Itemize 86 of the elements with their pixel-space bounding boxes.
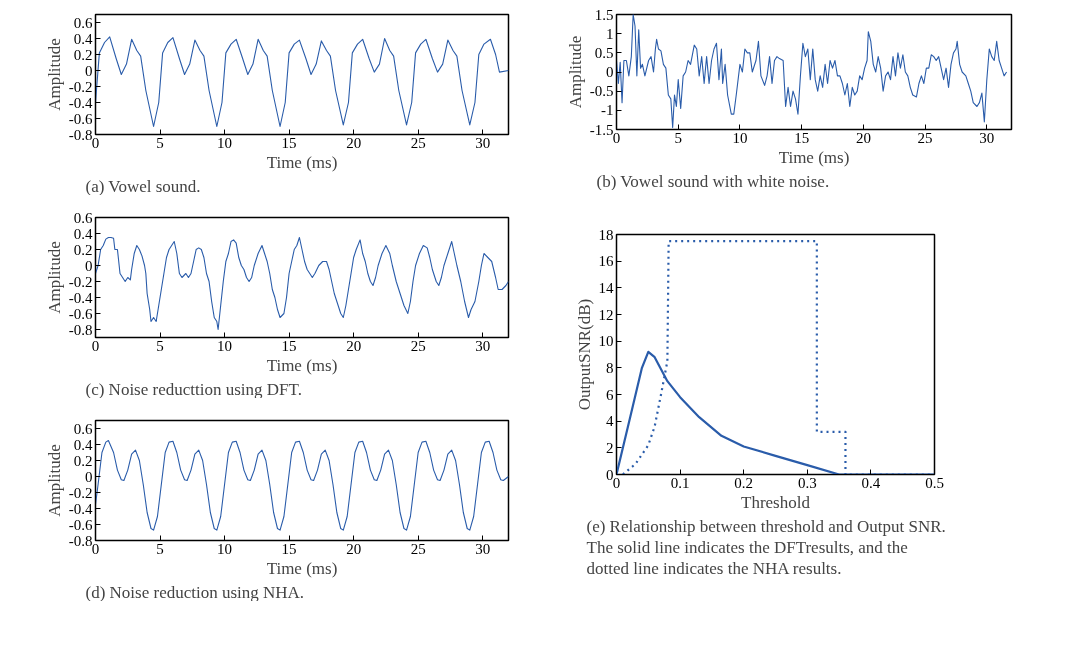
x-axis-title: Time (ms) — [266, 558, 338, 578]
y-tick-label: -0.2 — [68, 484, 93, 501]
x-tick-label: 10 — [732, 129, 748, 146]
y-tick-label: 0 — [85, 62, 93, 79]
x-tick-label: 20 — [346, 134, 362, 151]
x-tick-label: 5 — [156, 540, 164, 557]
y-tick-label: 0.6 — [73, 209, 93, 226]
text: (d) Noise reduction using NHA. — [85, 582, 305, 602]
y-tick-label: -0.5 — [589, 83, 614, 100]
x-tick-label: 0.3 — [797, 474, 817, 491]
x-tick-label: 0.1 — [670, 474, 690, 491]
x-tick-label: 0.4 — [861, 474, 881, 491]
x-tick-label: 30 — [475, 134, 491, 151]
line-series — [95, 36, 509, 128]
y-tick-label: 1.5 — [594, 6, 614, 23]
line-series — [616, 14, 1008, 129]
y-tick-label: 0.2 — [73, 452, 93, 469]
y-tick-label: 18 — [598, 226, 614, 243]
x-tick-label: 5 — [156, 134, 164, 151]
y-tick-label: -0.6 — [68, 305, 93, 322]
text: (b) Vowel sound with white noise. — [596, 171, 830, 191]
y-tick-label: 1 — [606, 25, 614, 42]
text: (e) Relationship between threshold and Output SNR. The solid line indicates the DFTresults, and the dotted line indicates the NHA results. — [586, 516, 946, 578]
text: (a) Vowel sound. — [85, 176, 201, 196]
x-tick-label: 25 — [410, 134, 426, 151]
y-tick-label: -0.4 — [68, 94, 93, 111]
y-tick-label: -0.6 — [68, 516, 93, 533]
y-tick-label: 0.4 — [73, 225, 93, 242]
x-tick-label: 30 — [475, 337, 491, 354]
y-tick-label: -0.2 — [68, 78, 93, 95]
y-tick-label: 12 — [598, 306, 614, 323]
x-tick-label: 20 — [346, 540, 362, 557]
x-tick-label: 0.5 — [925, 474, 944, 491]
y-tick-label: -0.2 — [68, 273, 93, 290]
x-tick-label: 25 — [410, 540, 426, 557]
y-axis-title: Amplitude — [44, 38, 64, 111]
x-tick-label: 10 — [217, 337, 233, 354]
x-tick-label: 15 — [281, 540, 297, 557]
x-axis-title: Time (ms) — [778, 147, 850, 167]
y-tick-label: 16 — [598, 253, 614, 270]
y-tick-label: 0 — [85, 257, 93, 274]
x-tick-label: 5 — [156, 337, 164, 354]
y-tick-label: 0.4 — [73, 436, 93, 453]
y-tick-label: -0.4 — [68, 289, 93, 306]
y-axis-title: OutputSNR(dB) — [574, 298, 594, 411]
y-tick-label: 0.6 — [73, 14, 93, 31]
y-tick-label: 6 — [606, 386, 614, 403]
y-tick-label: 0.5 — [594, 44, 614, 61]
y-tick-label: 0 — [606, 64, 614, 80]
x-tick-label: 25 — [410, 337, 426, 354]
x-tick-label: 20 — [346, 337, 362, 354]
y-tick-label: 0.2 — [73, 241, 93, 258]
y-tick-label: 0.4 — [73, 30, 93, 47]
y-tick-label: -1.5 — [589, 121, 614, 138]
x-tick-label: 15 — [794, 129, 810, 146]
y-tick-label: -0.8 — [68, 321, 93, 338]
x-tick-label: 10 — [217, 134, 233, 151]
x-axis-title: Threshold — [741, 492, 811, 512]
x-tick-label: 5 — [674, 129, 682, 146]
y-axis-title: Amplitude — [44, 444, 64, 517]
x-tick-label: 20 — [855, 129, 871, 146]
y-tick-label: 14 — [598, 279, 614, 296]
y-tick-label: 0.6 — [73, 420, 93, 437]
y-tick-label: -0.6 — [68, 110, 93, 127]
y-tick-label: -0.8 — [68, 532, 93, 549]
x-tick-label: 10 — [217, 540, 233, 557]
y-tick-label: 4 — [606, 413, 614, 430]
line-series — [95, 236, 509, 331]
y-tick-label: 0.2 — [73, 46, 93, 63]
y-axis-title: Amplitude — [44, 241, 64, 314]
x-tick-label: 15 — [281, 337, 297, 354]
x-axis-title: Time (ms) — [266, 355, 338, 375]
y-tick-label: -0.4 — [68, 500, 93, 517]
x-tick-label: 0.2 — [734, 474, 754, 491]
x-tick-label: 30 — [475, 540, 491, 557]
x-tick-label: 30 — [979, 129, 995, 146]
x-tick-label: 15 — [281, 134, 297, 151]
text: (c) Noise reducttion using DFT. — [85, 379, 302, 399]
x-axis-title: Time (ms) — [266, 152, 338, 172]
line-series — [95, 439, 509, 531]
x-tick-label: 25 — [917, 129, 933, 146]
y-tick-label: -1 — [601, 102, 614, 119]
y-tick-label: 2 — [606, 439, 614, 456]
y-tick-label: -0.8 — [68, 126, 93, 143]
y-tick-label: 8 — [606, 359, 614, 376]
y-axis-title: Amplitude — [565, 35, 585, 109]
